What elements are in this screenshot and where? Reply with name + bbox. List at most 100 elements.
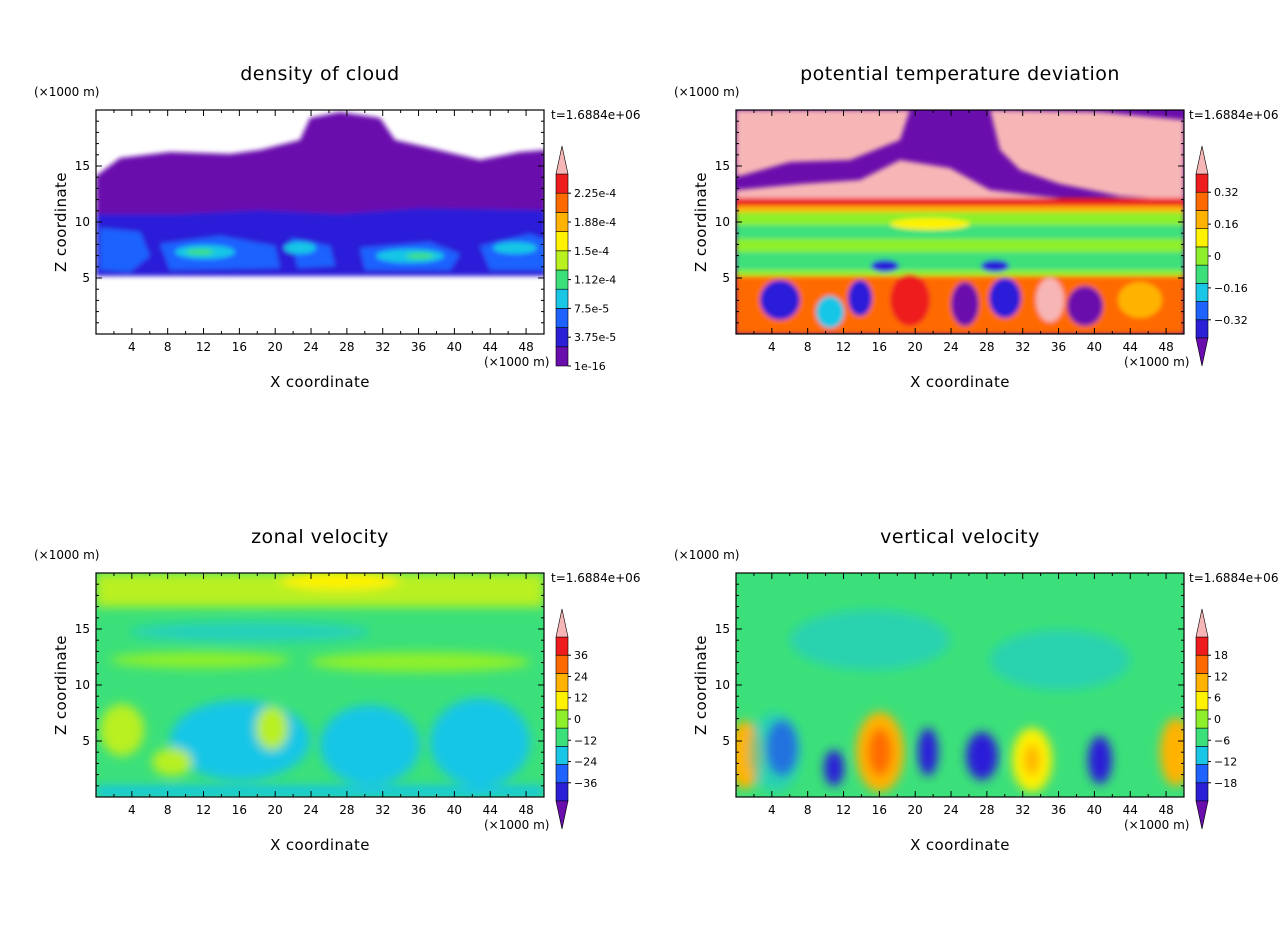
colorbar-label: 36	[574, 649, 588, 662]
colorbar-extend-low	[555, 800, 569, 830]
x-tick-label: 32	[1015, 340, 1030, 354]
colorbar-label: −0.32	[1214, 314, 1248, 327]
colorbar-swatch	[1195, 191, 1209, 211]
x-tick-label: 4	[768, 340, 776, 354]
colorbar-extend-high	[555, 145, 569, 175]
y-unit-label: (×1000 m)	[34, 85, 99, 99]
x-tick-label: 16	[872, 803, 887, 817]
x-axis-label: X coordinate	[910, 373, 1010, 391]
colorbar-swatch	[1195, 319, 1209, 339]
x-tick-label: 16	[232, 803, 247, 817]
x-tick-label: 28	[979, 340, 994, 354]
colorbar-extend-low	[1195, 337, 1209, 367]
colorbar-swatch	[555, 654, 569, 674]
colorbar: −0.32 −0.16 0 0.16 0.32	[1195, 145, 1248, 367]
x-unit-label: (×1000 m)	[1124, 818, 1189, 832]
y-tick-label: 15	[75, 159, 90, 173]
y-unit-label: (×1000 m)	[674, 548, 739, 562]
colorbar-extend-high	[1195, 608, 1209, 638]
x-tick-label: 12	[196, 803, 211, 817]
timestamp-label: t=1.6884e+06	[1189, 571, 1278, 585]
y-tick-label: 10	[75, 215, 90, 229]
x-tick-label: 48	[1158, 340, 1173, 354]
y-unit-label: (×1000 m)	[34, 548, 99, 562]
x-tick-label: 4	[128, 803, 136, 817]
x-tick-label: 44	[1123, 803, 1138, 817]
x-tick-label: 24	[943, 803, 958, 817]
colorbar-label: 1e-16	[574, 360, 606, 373]
x-tick-label: 4	[768, 803, 776, 817]
field-layer	[96, 110, 544, 334]
colorbar-label: 0	[1214, 250, 1221, 263]
x-tick-label: 16	[232, 340, 247, 354]
colorbar-swatch	[555, 173, 569, 194]
x-axis-label: X coordinate	[270, 836, 370, 854]
colorbar-label: 2.25e-4	[574, 187, 616, 200]
x-tick-label: 36	[1051, 340, 1066, 354]
colorbar-label: 0.32	[1214, 186, 1239, 199]
timestamp-label: t=1.6884e+06	[551, 108, 640, 122]
y-axis-label: Z coordinate	[52, 172, 70, 272]
colorbar-swatch	[1195, 673, 1209, 692]
y-tick-label: 15	[715, 159, 730, 173]
panel-density-of-cloud: density of cloud (×1000 m) t=1.6884e+06	[34, 63, 640, 391]
colorbar-label: 12	[1214, 670, 1228, 683]
colorbar-swatch	[1195, 636, 1209, 656]
colorbar-extend-high	[1195, 145, 1209, 175]
x-tick-label: 44	[1123, 340, 1138, 354]
colorbar: −18 −12 −6 0 6 12 18	[1195, 608, 1237, 830]
colorbar-swatch	[1195, 246, 1209, 266]
x-tick-label: 36	[1051, 803, 1066, 817]
y-tick-label: 15	[75, 622, 90, 636]
x-tick-label: 20	[268, 340, 283, 354]
x-tick-label: 24	[303, 340, 318, 354]
panel-title: density of cloud	[240, 63, 400, 85]
x-tick-label: 32	[1015, 803, 1030, 817]
colorbar-swatch	[555, 346, 569, 367]
colorbar-label: −12	[1214, 756, 1237, 769]
colorbar-swatch	[1195, 727, 1209, 747]
x-tick-label: 16	[872, 340, 887, 354]
x-unit-label: (×1000 m)	[484, 818, 549, 832]
x-tick-label: 32	[375, 340, 390, 354]
x-tick-label: 28	[339, 340, 354, 354]
panel-vertical-velocity: vertical velocity (×1000 m) t=1.6884e+06	[674, 526, 1278, 854]
colorbar-swatch	[1195, 782, 1209, 802]
y-tick-label: 5	[722, 271, 730, 285]
y-axis-label: Z coordinate	[692, 172, 710, 272]
y-tick-label: 10	[715, 678, 730, 692]
colorbar-swatch	[1195, 654, 1209, 674]
x-tick-label: 8	[164, 803, 172, 817]
x-tick-label: 48	[518, 340, 533, 354]
colorbar-label: 0	[574, 713, 581, 726]
colorbar-swatch	[555, 727, 569, 747]
y-tick-label: 5	[82, 271, 90, 285]
colorbar-swatch	[555, 212, 569, 232]
colorbar-swatch	[1195, 264, 1209, 284]
colorbar-swatch	[1195, 210, 1209, 229]
colorbar-swatch	[1195, 301, 1209, 321]
timestamp-label: t=1.6884e+06	[551, 571, 640, 585]
colorbar-swatch	[555, 764, 569, 784]
panel-title: potential temperature deviation	[800, 63, 1120, 85]
colorbar-label: 12	[574, 692, 588, 705]
colorbar-swatch	[555, 231, 569, 252]
colorbar-swatch	[555, 746, 569, 765]
colorbar-swatch	[1195, 173, 1209, 193]
y-axis-label: Z coordinate	[692, 635, 710, 735]
field-layer	[96, 573, 544, 797]
colorbar-extend-high	[555, 608, 569, 638]
colorbar-label: 1.88e-4	[574, 216, 616, 229]
y-unit-label: (×1000 m)	[674, 85, 739, 99]
y-tick-label: 10	[715, 215, 730, 229]
y-tick-label: 15	[715, 622, 730, 636]
colorbar-swatch	[555, 673, 569, 692]
colorbar-swatch	[555, 250, 569, 271]
x-tick-label: 36	[411, 803, 426, 817]
colorbar-swatch	[555, 288, 569, 309]
y-tick-label: 10	[75, 678, 90, 692]
